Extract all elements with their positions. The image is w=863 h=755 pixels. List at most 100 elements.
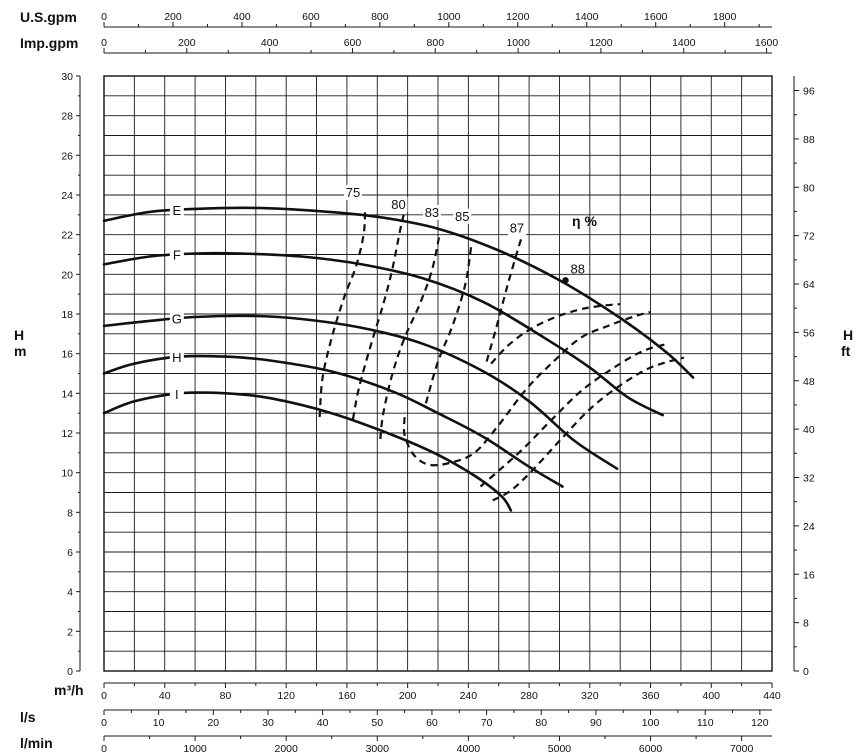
usgpm-axis-tick-label: 1000 [437,11,461,23]
left-axis-label-h: H [14,327,24,343]
efficiency-curve-75-8 [492,356,685,502]
left-axis-tick-label: 26 [61,150,73,162]
head-curve-label-bg [169,310,184,326]
lmin-axis-tick-label: 7000 [730,743,754,755]
usgpm-axis-tick-label: 1800 [713,11,737,23]
ls-axis-tick-label: 110 [697,717,714,729]
right-axis-tick-label: 88 [803,134,815,146]
efficiency-curve-80-7 [479,342,668,488]
right-axis-tick-label: 8 [803,618,809,630]
right-axis-tick-label: 56 [803,327,815,339]
usgpm-axis-tick-label: 400 [233,11,251,23]
ls-axis-tick-label: 10 [153,717,165,729]
ls-axis-tick-label: 40 [317,717,329,729]
head-curve-label-h: H [172,350,181,365]
impgpm-axis-tick-label: 200 [178,37,196,49]
right-axis-tick-label: 40 [803,424,815,436]
left-axis-tick-label: 24 [61,190,73,202]
efficiency-label-bg [422,204,441,220]
right-axis-tick-label: 72 [803,231,815,243]
left-axis-tick-label: 16 [61,349,73,361]
right-axis-tick-label: 16 [803,569,815,581]
lmin-axis-tick-label: 3000 [366,743,390,755]
impgpm-axis-tick-label: 0 [101,37,107,49]
ls-axis-tick-label: 50 [371,717,383,729]
efficiency-label-bg [507,220,526,236]
ls-axis-tick-label: 60 [426,717,438,729]
m3h-axis-label: m³/h [54,682,84,698]
efficiency-label-75: 75 [346,185,360,200]
head-curve-label-g: G [172,312,182,327]
right-axis-tick-label: 32 [803,473,815,485]
head-curve-label-i: I [175,387,179,402]
efficiency-curve-75-0 [318,210,367,418]
grid [103,75,773,672]
right-axis-tick-label: 64 [803,279,815,291]
efficiency-percent-label: η % [572,213,597,229]
efficiency-curve-80-1 [351,210,406,420]
left-axis-tick-label: 22 [61,230,73,242]
left-axis-tick-label: 8 [67,507,73,519]
axes: 0246810121416182022242628300816243240485… [61,11,815,755]
ls-axis-tick-label: 120 [751,717,769,729]
m3h-axis-tick-label: 400 [703,690,721,702]
labels: E F G H I 75 80 83 85 87 88 [169,184,585,402]
efficiency-label-bg [453,208,472,224]
usgpm-axis-tick-label: 1200 [506,11,530,23]
efficiency-label-bg [343,184,362,200]
m3h-axis-tick-label: 200 [399,690,417,702]
impgpm-axis-tick-label: 800 [427,37,445,49]
impgpm-axis-label: Imp.gpm [20,35,78,51]
head-curve-label-e: E [173,203,182,218]
ls-axis-tick-label: 0 [101,717,107,729]
impgpm-axis-tick-label: 1600 [755,37,779,49]
lmin-axis-tick-label: 4000 [457,743,481,755]
efficiency-label-87: 87 [510,221,524,236]
lmin-axis-tick-label: 1000 [183,743,207,755]
ls-axis-tick-label: 100 [642,717,660,729]
usgpm-axis-tick-label: 600 [302,11,320,23]
left-axis-tick-label: 10 [61,468,73,480]
left-axis-tick-label: 12 [61,428,73,440]
usgpm-axis-tick-label: 0 [101,11,107,23]
impgpm-axis-tick-label: 1200 [589,37,613,49]
m3h-axis-tick-label: 160 [338,690,356,702]
usgpm-axis-tick-label: 1600 [644,11,668,23]
ls-axis-tick-label: 30 [262,717,274,729]
usgpm-axis-tick-label: 1400 [575,11,599,23]
efficiency-label-85: 85 [455,209,469,224]
m3h-axis-tick-label: 240 [460,690,478,702]
ls-axis-label: l/s [20,709,36,725]
head-curve-h [102,354,564,488]
efficiency-curve-83-2 [379,234,441,440]
ls-axis-tick-label: 20 [207,717,219,729]
ls-axis-tick-label: 70 [481,717,493,729]
left-axis-tick-label: 0 [67,666,73,678]
head-curve-label-bg [169,246,184,262]
head-curve-e [102,206,695,379]
usgpm-axis-tick-label: 800 [371,11,389,23]
left-axis-label-unit: m [14,343,26,359]
right-axis-label-unit: ft [841,343,851,359]
efficiency-curve-83-5 [402,310,651,467]
impgpm-axis-tick-label: 1000 [506,37,530,49]
efficiency-label-88: 88 [571,261,585,276]
m3h-axis-tick-label: 0 [101,690,107,702]
left-axis-tick-label: 18 [61,309,73,321]
ls-axis-tick-label: 80 [535,717,547,729]
efficiency-curve-85-6 [490,303,621,365]
m3h-axis-tick-label: 440 [763,690,781,702]
right-axis-label-h: H [843,327,853,343]
right-axis-tick-label: 24 [803,521,815,533]
head-curve-f [102,251,664,417]
left-axis-tick-label: 28 [61,111,73,123]
head-curve-label-bg [169,349,184,365]
impgpm-axis-tick-label: 400 [261,37,279,49]
ls-axis-tick-label: 90 [590,717,602,729]
efficiency-label-80: 80 [391,197,405,212]
efficiency-curve-85-3 [424,244,473,404]
right-axis-tick-label: 0 [803,666,809,678]
lmin-axis-tick-label: 2000 [275,743,299,755]
m3h-axis-tick-label: 280 [520,690,538,702]
